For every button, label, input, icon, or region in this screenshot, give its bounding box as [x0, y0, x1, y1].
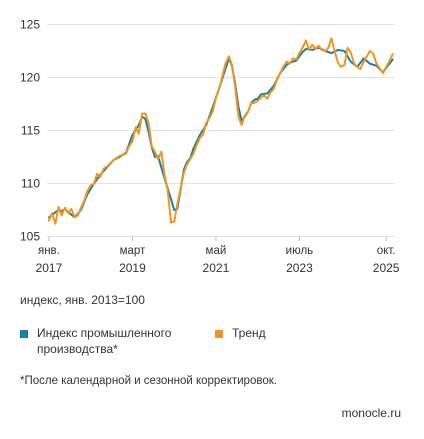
y-tick-label-105: 105 — [20, 230, 40, 244]
x-tick-label-year-0: 2017 — [36, 261, 63, 275]
x-tick-label-month-2: май — [206, 245, 227, 257]
y-tick-label-120: 120 — [20, 71, 40, 85]
legend-swatch-index — [20, 330, 28, 338]
x-tick-labels: янв. 2017 март 2019 май 2021 июль 2023 окт. 2025 — [36, 236, 400, 275]
legend-item-trend: Тренд — [215, 325, 365, 341]
legend-item-index: Индекс промышленного производства* — [20, 325, 200, 357]
legend: Индекс промышленного производства* Тренд — [20, 325, 420, 365]
legend-swatch-trend — [215, 330, 223, 338]
y-tick-label-110: 110 — [21, 177, 40, 191]
y-gridlines — [47, 24, 395, 237]
y-tick-label-125: 125 — [20, 18, 40, 32]
x-tick-label-month-1: март — [120, 245, 146, 257]
series-line-index — [47, 46, 394, 219]
legend-label-trend: Тренд — [232, 326, 266, 340]
x-tick-label-year-2: 2021 — [203, 261, 230, 275]
footnote: *После календарной и сезонной корректиро… — [20, 375, 277, 387]
x-tick-label-month-0: янв. — [38, 245, 60, 257]
chart: 105 110 115 120 125 янв. 2017 март 2019 май 2021 и… — [20, 18, 400, 276]
series-lines — [47, 37, 394, 225]
x-tick-label-month-3: июль — [286, 245, 314, 257]
index-note: индекс, янв. 2013=100 — [20, 293, 145, 307]
y-tick-label-115: 115 — [21, 124, 40, 138]
x-tick-label-year-3: 2023 — [286, 261, 313, 275]
x-tick-label-month-4: окт. — [377, 245, 396, 257]
x-tick-label-year-4: 2025 — [373, 261, 400, 275]
x-tick-label-year-1: 2019 — [119, 261, 146, 275]
source-label: monocle.ru — [341, 406, 401, 420]
legend-label-index: Индекс промышленного производства* — [37, 326, 172, 356]
y-tick-labels: 105 110 115 120 125 — [20, 18, 40, 244]
series-line-trend — [47, 37, 394, 225]
